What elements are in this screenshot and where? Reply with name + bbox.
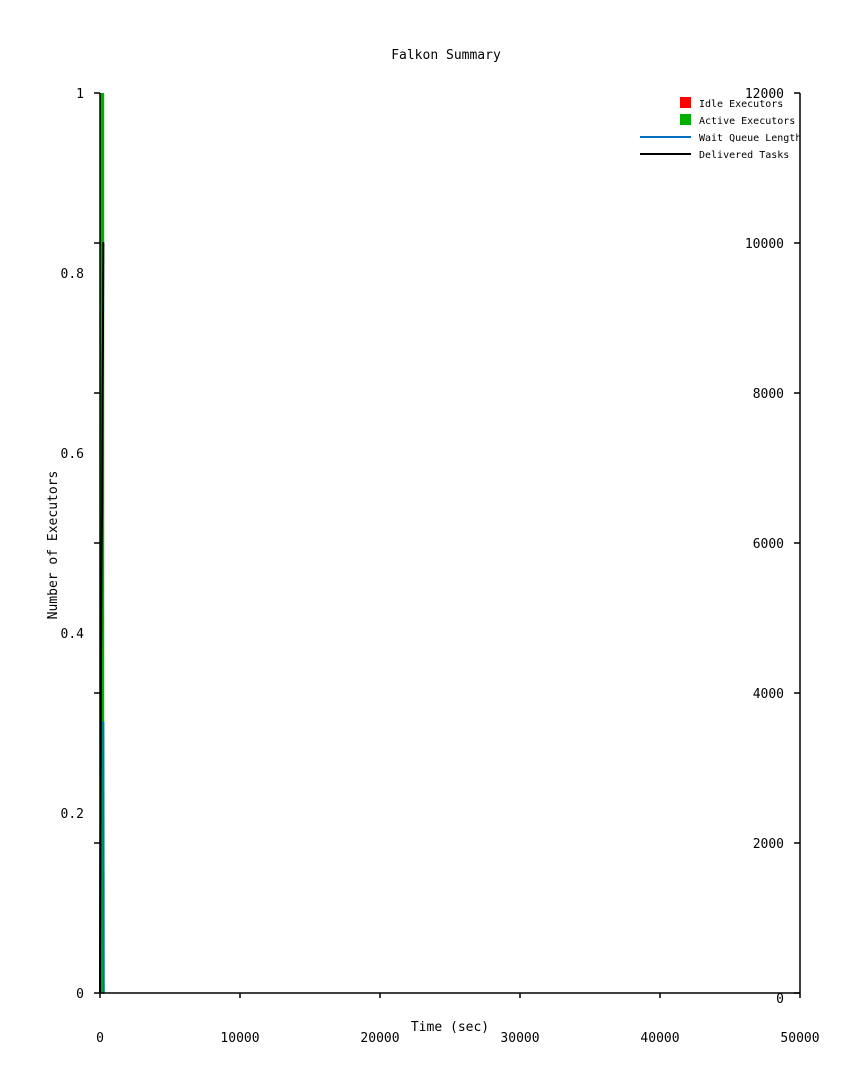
axes: 0 0.2 0.4 0.6 0.8 1 0 2000 4000 6000 8000 10000 1200… — [61, 87, 820, 1046]
legend-label-3: Delivered Tasks — [699, 150, 789, 161]
y-right-tick-label: 4000 — [753, 687, 784, 702]
legend-label-1: Active Executors — [699, 116, 795, 127]
y-axis-title: Number of Executors — [46, 471, 61, 620]
y-left-tick-label: 1 — [76, 87, 84, 102]
y-right-tick-label: 10000 — [745, 237, 784, 252]
y-right-tick-label: 0 — [776, 992, 784, 1007]
y-right-tick-label: 2000 — [753, 837, 784, 852]
x-tick-label: 20000 — [360, 1031, 399, 1046]
chart-title: Falkon Summary — [391, 48, 501, 63]
legend-swatch-0 — [680, 97, 691, 108]
y-right-tick-label: 6000 — [753, 537, 784, 552]
y-right-tick-label: 12000 — [745, 87, 784, 102]
x-tick-label: 40000 — [640, 1031, 679, 1046]
legend-swatch-1 — [680, 114, 691, 125]
legend-label-0: Idle Executors — [699, 99, 783, 110]
legend-label-2: Wait Queue Length — [699, 133, 801, 144]
legend: Idle Executors Active Executors Wait Queue… — [640, 97, 801, 161]
y-left-tick-label: 0.6 — [61, 447, 84, 462]
y-left-tick-label: 0.2 — [61, 807, 84, 822]
y-left-tick-label: 0 — [76, 987, 84, 1002]
y-left-tick-label: 0.8 — [61, 267, 84, 282]
x-tick-label: 30000 — [500, 1031, 539, 1046]
x-tick-label: 10000 — [220, 1031, 259, 1046]
x-axis-title: Time (sec) — [411, 1020, 489, 1035]
y-left-tick-label: 0.4 — [61, 627, 85, 642]
plot-area — [99, 93, 105, 994]
x-tick-label: 50000 — [780, 1031, 819, 1046]
x-tick-label: 0 — [96, 1031, 104, 1046]
y-right-tick-label: 8000 — [753, 387, 784, 402]
